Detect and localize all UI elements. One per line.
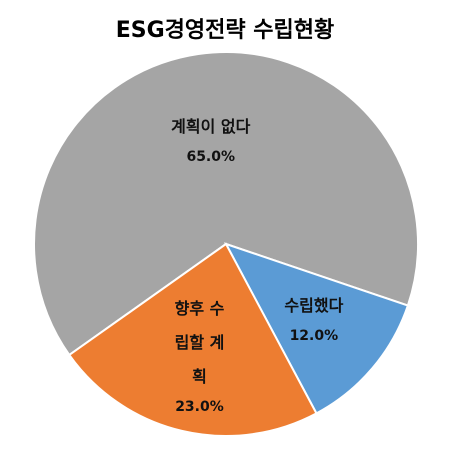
value-label: 12.0% [289, 327, 339, 344]
slice-label: 수립했다 12.0% [259, 289, 369, 349]
category-label: 계획이 없다 [171, 116, 251, 136]
pie-slice [33, 51, 419, 357]
pie-slice [223, 242, 410, 415]
slice-label: 계획이 없다 65.0% [131, 110, 291, 170]
category-label: 수립했다 [284, 295, 344, 315]
slice-label: 향후 수립할 계획 23.0% [169, 292, 229, 420]
pie-slice [67, 242, 318, 437]
category-label: 향후 수립할 계획 [174, 299, 225, 387]
value-label: 65.0% [186, 148, 236, 165]
chart-title: ESG경영전략 수립현황 [115, 18, 335, 43]
value-label: 23.0% [175, 399, 224, 416]
